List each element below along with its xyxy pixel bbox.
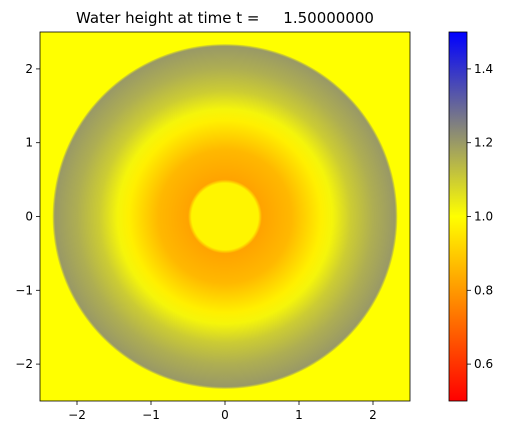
colorbar-gradient — [449, 32, 467, 401]
colorbar-tick-label: 1.2 — [474, 136, 493, 150]
y-axis: −2 −1 0 1 2 — [15, 62, 40, 371]
colorbar-axis: 0.6 0.8 1.0 1.2 1.4 — [467, 62, 493, 371]
x-tick-label: 1 — [295, 408, 303, 422]
colorbar-tick-label: 0.8 — [474, 283, 493, 297]
x-tick-label: 0 — [221, 408, 229, 422]
y-tick-label: 0 — [25, 210, 33, 224]
water-height-field — [52, 44, 398, 389]
chart-title: Water height at time t = 1.50000000 — [76, 9, 374, 27]
y-tick-label: −2 — [15, 357, 33, 371]
x-tick-label: −1 — [142, 408, 160, 422]
colorbar-tick-label: 1.4 — [474, 62, 493, 76]
heatmap-plot-area — [39, 31, 411, 402]
x-tick-label: 2 — [369, 408, 377, 422]
colorbar — [448, 31, 468, 402]
y-tick-label: 2 — [25, 62, 33, 76]
x-axis: −2 −1 0 1 2 — [68, 401, 377, 422]
x-tick-label: −2 — [68, 408, 86, 422]
y-tick-label: 1 — [25, 136, 33, 150]
colorbar-tick-label: 1.0 — [474, 210, 493, 224]
colorbar-tick-label: 0.6 — [474, 357, 493, 371]
y-tick-label: −1 — [15, 283, 33, 297]
